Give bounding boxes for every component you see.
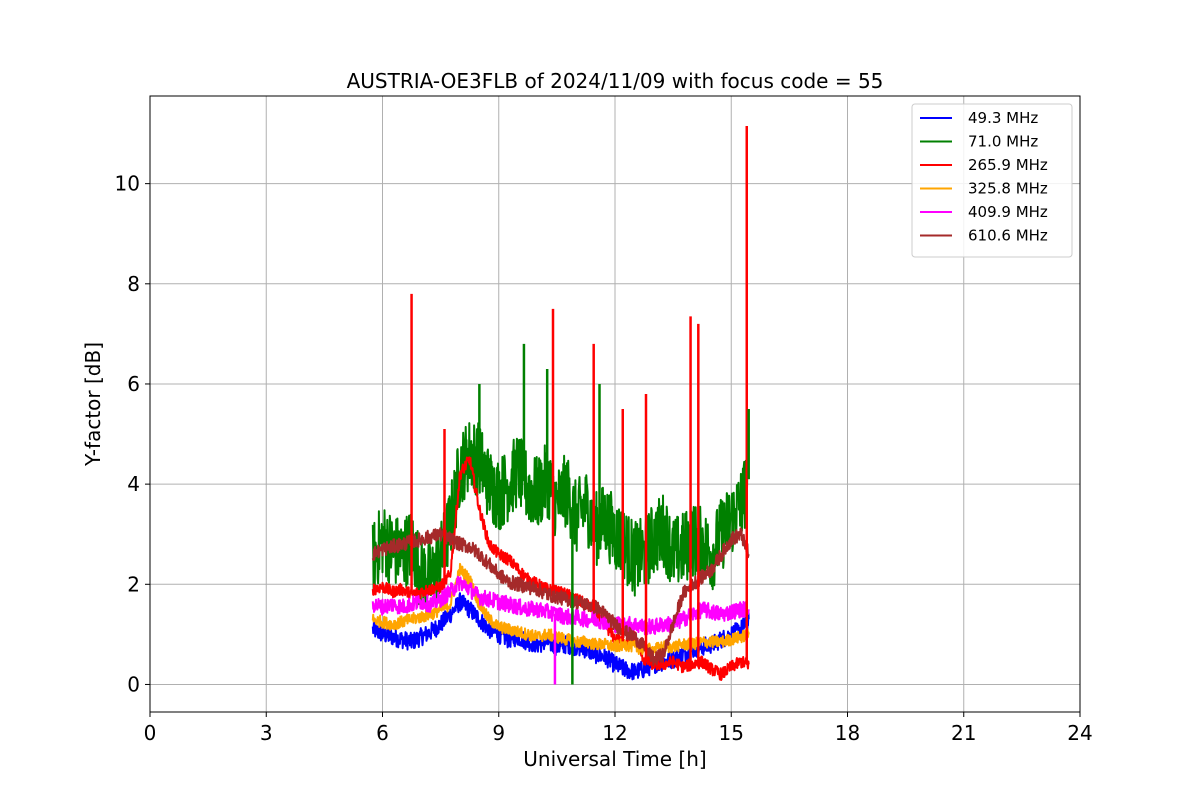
y-tick-label: 0: [127, 672, 140, 696]
y-tick-label: 2: [127, 572, 140, 596]
x-axis-label: Universal Time [h]: [523, 747, 706, 771]
x-tick-label: 6: [376, 721, 389, 745]
x-tick-label: 12: [602, 721, 627, 745]
x-tick-label: 15: [719, 721, 744, 745]
legend-entry-label: 409.9 MHz: [968, 203, 1048, 221]
legend-entry-label: 325.8 MHz: [968, 180, 1048, 198]
legend: 49.3 MHz 71.0 MHz 265.9 MHz 325.8 MHz 409.9…: [911, 103, 1073, 258]
y-tick-label: 10: [115, 172, 140, 196]
legend-entry-label: 265.9 MHz: [968, 156, 1048, 174]
x-tick-label: 3: [260, 721, 273, 745]
y-axis-label: Y-factor [dB]: [81, 342, 105, 467]
series-line: [371, 527, 750, 667]
x-tick-label: 9: [492, 721, 505, 745]
legend-entry-label: 610.6 MHz: [968, 227, 1048, 245]
legend-entry-label: 49.3 MHz: [968, 109, 1038, 127]
x-tick-label: 18: [835, 721, 860, 745]
y-tick-label: 4: [127, 472, 140, 496]
series-layer: [371, 126, 750, 685]
series-line: [371, 575, 750, 636]
x-tick-label: 24: [1067, 721, 1092, 745]
x-tick-label: 21: [951, 721, 976, 745]
series-line: [371, 562, 750, 656]
legend-entry-label: 71.0 MHz: [968, 133, 1038, 151]
y-tick-label: 8: [127, 272, 140, 296]
y-tick-label: 6: [127, 372, 140, 396]
chart-title: AUSTRIA-OE3FLB of 2024/11/09 with focus …: [347, 69, 884, 93]
x-tick-label: 0: [144, 721, 157, 745]
